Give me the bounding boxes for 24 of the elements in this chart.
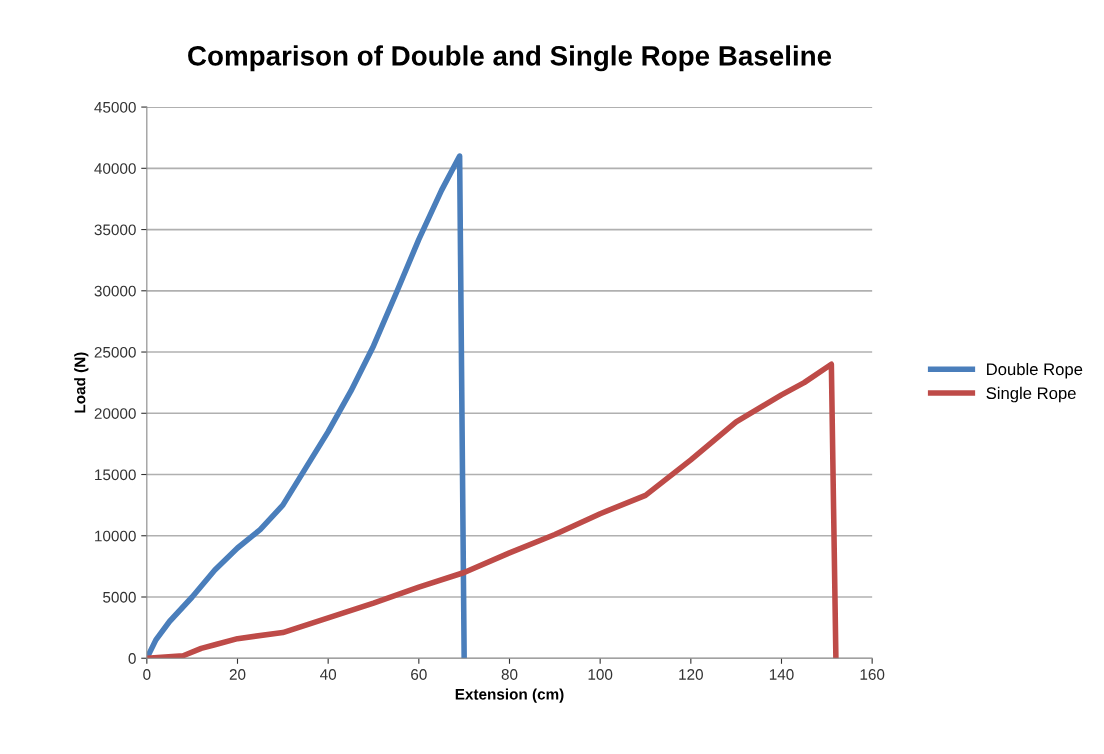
x-tick-label: 40 bbox=[320, 669, 337, 680]
y-tick-label: 25000 bbox=[94, 346, 136, 358]
legend-label: Single Rope bbox=[986, 386, 1076, 403]
y-tick-label: 0 bbox=[128, 653, 136, 664]
x-tick-label: 80 bbox=[501, 669, 518, 680]
y-tick-label: 35000 bbox=[94, 224, 136, 236]
y-tick-label: 10000 bbox=[95, 530, 136, 542]
x-tick-label: 160 bbox=[860, 669, 885, 680]
y-tick-label: 5000 bbox=[103, 591, 136, 603]
x-tick-label: 140 bbox=[769, 669, 794, 680]
y-tick-label: 30000 bbox=[94, 285, 136, 297]
y-tick-label: 20000 bbox=[94, 408, 136, 419]
x-axis-title: Extension (cm) bbox=[455, 688, 564, 703]
y-tick-label: 15000 bbox=[95, 469, 136, 481]
chart-title: Comparison of Double and Single Rope Baseline bbox=[188, 45, 832, 72]
x-tick-label: 100 bbox=[588, 669, 613, 680]
x-tick-label: 0 bbox=[143, 669, 151, 680]
legend-label: Double Rope bbox=[987, 362, 1083, 379]
x-tick-label: 20 bbox=[229, 669, 246, 680]
y-tick-label: 40000 bbox=[94, 163, 136, 174]
x-tick-label: 120 bbox=[679, 669, 703, 680]
y-tick-label: 45000 bbox=[94, 101, 136, 113]
x-tick-label: 60 bbox=[411, 669, 427, 680]
y-axis-title: Load (N) bbox=[74, 352, 89, 413]
